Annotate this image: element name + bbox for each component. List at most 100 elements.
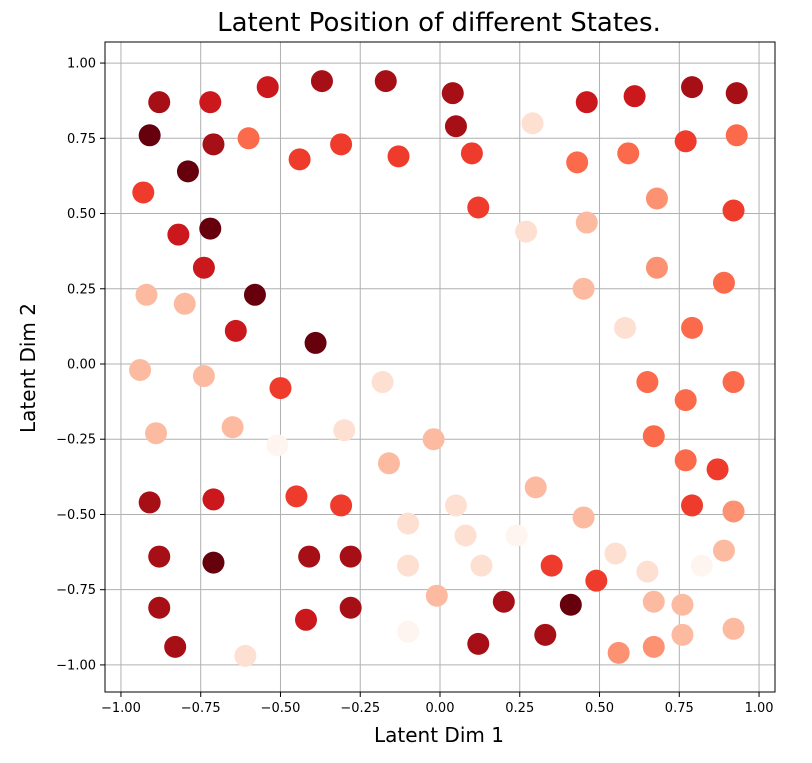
scatter-point: [614, 316, 637, 339]
scatter-point: [192, 256, 215, 279]
scatter-point: [467, 632, 490, 655]
scatter-point: [681, 76, 704, 99]
chart-title: Latent Position of different States.: [217, 8, 661, 38]
scatter-point: [559, 593, 582, 616]
x-tick-label: 0.00: [426, 701, 455, 716]
scatter-point: [234, 644, 257, 667]
scatter-point: [138, 491, 161, 514]
scatter-point: [690, 554, 713, 577]
scatter-point: [725, 82, 748, 105]
scatter-point: [199, 217, 222, 240]
scatter-point: [722, 617, 745, 640]
scatter-point: [722, 500, 745, 523]
scatter-point: [397, 512, 420, 535]
scatter-point: [330, 133, 353, 156]
scatter-point: [176, 160, 199, 183]
scatter-point: [129, 359, 152, 382]
data-points: [129, 70, 748, 667]
scatter-point: [266, 434, 289, 457]
scatter-point: [671, 593, 694, 616]
x-axis-label: Latent Dim 1: [374, 723, 504, 747]
scatter-point: [722, 371, 745, 394]
scatter-point: [374, 70, 397, 93]
x-tick-label: −0.75: [181, 701, 221, 716]
y-tick-label: 0.25: [67, 282, 96, 297]
scatter-point: [285, 485, 308, 508]
x-tick-label: 0.25: [505, 701, 534, 716]
scatter-point: [722, 199, 745, 222]
scatter-point: [199, 91, 222, 114]
scatter-point: [566, 151, 589, 174]
x-tick-label: 0.75: [665, 701, 694, 716]
scatter-point: [173, 292, 196, 315]
scatter-point: [604, 542, 627, 565]
x-tick-label: −0.50: [261, 701, 301, 716]
y-axis-label: Latent Dim 2: [16, 303, 40, 433]
y-tick-label: −0.25: [56, 433, 96, 448]
scatter-point: [243, 283, 266, 306]
scatter-point: [712, 271, 735, 294]
scatter-point: [221, 416, 244, 439]
x-tick-label: −1.00: [101, 701, 141, 716]
scatter-point: [674, 449, 697, 472]
scatter-point: [397, 620, 420, 643]
scatter-point: [339, 596, 362, 619]
scatter-point: [295, 608, 317, 631]
scatter-point: [712, 539, 735, 562]
scatter-point: [460, 142, 483, 165]
x-tick-label: 1.00: [745, 701, 774, 716]
scatter-point: [521, 112, 544, 135]
y-axis-ticks: 1.00 0.75 0.50 0.25 0.00 −0.25 −0.50 −0.75 −1.00: [56, 57, 105, 673]
scatter-point: [339, 545, 362, 568]
scatter-point: [138, 124, 161, 147]
scatter-point: [645, 187, 668, 210]
y-tick-label: −0.50: [56, 508, 96, 523]
scatter-point: [148, 596, 171, 619]
scatter-point: [148, 545, 171, 568]
scatter-point: [642, 590, 665, 613]
scatter-point: [148, 91, 171, 114]
x-axis-ticks: −1.00 −0.75 −0.50 −0.25 0.00 0.25 0.50 0.75 1.00: [101, 692, 774, 716]
scatter-point: [540, 554, 563, 577]
y-tick-label: 0.50: [67, 207, 96, 222]
scatter-point: [524, 476, 547, 499]
scatter-point: [617, 142, 640, 165]
scatter-point: [636, 371, 659, 394]
scatter-point: [202, 551, 225, 574]
scatter-point: [444, 115, 467, 138]
y-tick-label: 0.75: [67, 132, 96, 147]
scatter-point: [534, 623, 557, 646]
scatter-point: [288, 148, 311, 171]
scatter-point: [444, 494, 467, 517]
scatter-point: [454, 524, 477, 547]
scatter-point: [470, 554, 493, 577]
scatter-point: [237, 127, 260, 150]
scatter-point: [681, 316, 704, 339]
scatter-point: [371, 371, 394, 394]
scatter-point: [645, 256, 668, 279]
scatter-point: [167, 223, 190, 246]
scatter-point: [681, 494, 704, 517]
x-tick-label: 0.50: [585, 701, 614, 716]
scatter-point: [674, 130, 697, 153]
scatter-point: [505, 524, 528, 547]
scatter-point: [333, 419, 356, 442]
scatter-point: [572, 277, 595, 300]
scatter-point: [202, 488, 225, 511]
y-tick-label: 0.00: [67, 357, 96, 372]
scatter-point: [298, 545, 321, 568]
scatter-point: [575, 91, 598, 114]
scatter-point: [330, 494, 353, 517]
scatter-point: [422, 428, 445, 451]
scatter-point: [441, 82, 464, 105]
scatter-point: [623, 85, 646, 108]
scatter-point: [725, 124, 748, 147]
scatter-point: [387, 145, 410, 168]
scatter-point: [492, 590, 515, 613]
scatter-point: [607, 641, 630, 664]
scatter-point: [202, 133, 225, 156]
scatter-point: [585, 569, 608, 592]
scatter-point: [132, 181, 155, 204]
